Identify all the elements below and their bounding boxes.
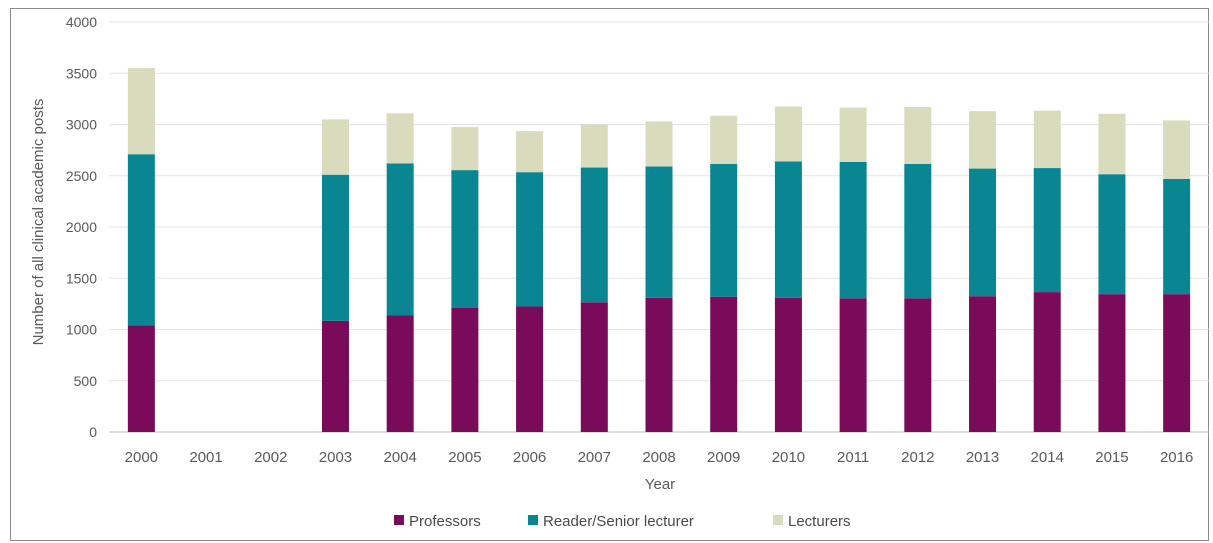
bar-segment-lecturers-2009: [710, 115, 738, 164]
bar-segment-professors-2004: [386, 315, 414, 432]
x-tick-label: 2004: [383, 449, 416, 466]
bar-segment-reader-senior-lecturer-2011: [839, 161, 867, 299]
y-tick-label: 0: [89, 424, 97, 440]
bar-segment-lecturers-2016: [1163, 120, 1191, 179]
x-tick-label: 2009: [707, 449, 740, 466]
y-tick-label: 3000: [66, 117, 97, 133]
bar-segment-reader-senior-lecturer-2005: [451, 170, 479, 308]
x-tick-label: 2011: [837, 449, 869, 466]
y-axis: 0 500 1000 1500 2000 2500 3000 3500 4000: [66, 14, 97, 440]
legend-label: Reader/Senior lecturer: [543, 513, 694, 530]
bar-segment-professors-2007: [580, 302, 608, 432]
bar-segment-lecturers-2010: [774, 106, 802, 162]
bar-segment-professors-2013: [969, 296, 997, 432]
bar-segment-lecturers-2004: [386, 113, 414, 164]
bar-segment-reader-senior-lecturer-2016: [1163, 178, 1191, 295]
bar-segment-lecturers-2012: [904, 107, 932, 164]
bar-segment-professors-2000: [127, 325, 155, 432]
bar-segment-reader-senior-lecturer-2013: [969, 168, 997, 297]
bar-segment-lecturers-2015: [1098, 113, 1126, 175]
bar-segment-professors-2016: [1163, 294, 1191, 432]
chart-frame: 0 500 1000 1500 2000 2500 3000 3500 4000 2000 200…: [10, 8, 1209, 541]
bar-segment-reader-senior-lecturer-2003: [321, 174, 349, 321]
legend-swatch: [528, 515, 538, 525]
x-tick-label: 2012: [901, 449, 934, 466]
bar-segment-professors-2012: [904, 298, 932, 432]
bars: [127, 68, 1191, 432]
x-tick-label: 2015: [1095, 449, 1128, 466]
x-tick-label: 2001: [189, 449, 222, 466]
bar-segment-professors-2015: [1098, 294, 1126, 432]
y-tick-label: 3500: [66, 65, 97, 81]
bar-segment-reader-senior-lecturer-2014: [1033, 168, 1061, 293]
bar-segment-reader-senior-lecturer-2008: [645, 166, 673, 298]
x-tick-label: 2010: [772, 449, 805, 466]
bar-segment-lecturers-2000: [127, 68, 155, 155]
legend-swatch: [394, 515, 404, 525]
bar-segment-professors-2003: [321, 320, 349, 432]
bar-segment-reader-senior-lecturer-2007: [580, 167, 608, 303]
bar-segment-professors-2008: [645, 297, 673, 432]
bar-segment-professors-2011: [839, 298, 867, 432]
legend: Professors Reader/Senior lecturer Lecturer…: [394, 513, 851, 530]
x-tick-label: 2016: [1160, 449, 1193, 466]
y-tick-label: 500: [74, 373, 98, 389]
bar-segment-professors-2014: [1033, 292, 1061, 432]
bar-segment-lecturers-2003: [321, 119, 349, 175]
bar-segment-reader-senior-lecturer-2004: [386, 163, 414, 316]
y-tick-label: 1000: [66, 322, 97, 338]
y-tick-label: 1500: [66, 270, 97, 286]
bar-segment-reader-senior-lecturer-2012: [904, 163, 932, 299]
legend-swatch: [773, 515, 783, 525]
bar-segment-professors-2009: [710, 296, 738, 432]
x-axis-title: Year: [645, 476, 675, 493]
bar-segment-lecturers-2014: [1033, 110, 1061, 169]
bar-segment-reader-senior-lecturer-2009: [710, 163, 738, 297]
bar-segment-professors-2010: [774, 297, 802, 432]
x-tick-label: 2014: [1031, 449, 1064, 466]
bar-segment-lecturers-2008: [645, 121, 673, 167]
x-tick-label: 2006: [513, 449, 546, 466]
bar-segment-reader-senior-lecturer-2006: [516, 172, 544, 307]
legend-label: Professors: [409, 513, 481, 530]
y-tick-label: 2000: [66, 219, 97, 235]
x-tick-label: 2013: [966, 449, 999, 466]
x-tick-label: 2000: [125, 449, 158, 466]
x-axis: 2000 2001 2002 2003 2004 2005 2006 2007 2008 2009…: [125, 449, 1194, 466]
x-tick-label: 2005: [448, 449, 481, 466]
x-tick-label: 2008: [642, 449, 675, 466]
bar-segment-lecturers-2006: [516, 131, 544, 173]
bar-segment-reader-senior-lecturer-2015: [1098, 174, 1126, 295]
bar-segment-professors-2005: [451, 307, 479, 432]
bar-segment-reader-senior-lecturer-2000: [127, 154, 155, 326]
x-tick-label: 2007: [578, 449, 611, 466]
bar-segment-lecturers-2005: [451, 127, 479, 171]
bar-segment-lecturers-2013: [969, 111, 997, 169]
bar-segment-reader-senior-lecturer-2010: [774, 161, 802, 298]
x-tick-label: 2003: [319, 449, 352, 466]
legend-label: Lecturers: [788, 513, 851, 530]
bar-segment-professors-2006: [516, 306, 544, 432]
y-tick-label: 2500: [66, 168, 97, 184]
y-tick-label: 4000: [66, 14, 97, 30]
bar-segment-lecturers-2007: [580, 124, 608, 168]
bar-segment-lecturers-2011: [839, 107, 867, 162]
x-tick-label: 2002: [254, 449, 287, 466]
y-axis-title: Number of all clinical academic posts: [30, 99, 47, 346]
